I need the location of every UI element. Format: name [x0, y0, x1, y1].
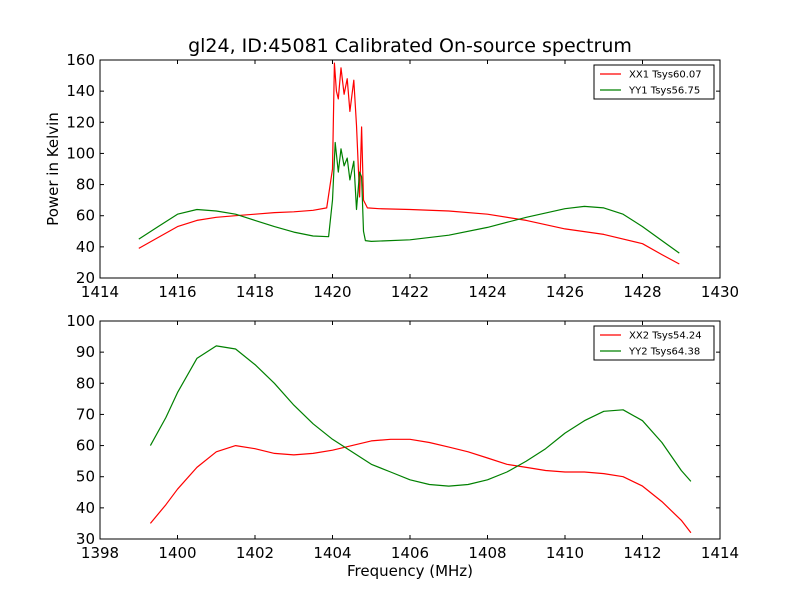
x-tick-label: 1414: [81, 283, 119, 301]
y-tick-label: 40: [76, 499, 95, 517]
x-tick-label: 1418: [236, 283, 274, 301]
bottom-legend-label-xx2: XX2 Tsys54.24: [629, 331, 702, 342]
series-line-xx: [138, 62, 680, 265]
bottom-legend-label-yy2: YY2 Tsys64.38: [628, 347, 700, 358]
chart-title: gl24, ID:45081 Calibrated On-source spec…: [188, 35, 632, 57]
y-tick-label: 70: [76, 405, 95, 423]
y-tick-label: 20: [76, 269, 95, 287]
y-tick-label: 50: [76, 468, 95, 486]
x-tick-label: 1426: [546, 283, 584, 301]
y-tick-label: 100: [66, 312, 95, 330]
x-tick-label: 1404: [313, 544, 351, 562]
x-tick-label: 1430: [701, 283, 739, 301]
top-plot-area: [138, 62, 680, 265]
bottom-panel: Frequency (MHz) 1398 1400 1402 1404 1406 1408…: [66, 312, 739, 580]
bottom-axis-ticks: 1398 1400 1402 1404 1406 1408 1410 1412 1414 30 40…: [66, 312, 739, 562]
x-tick-label: 1420: [313, 283, 351, 301]
x-tick-label: 1422: [391, 283, 429, 301]
bottom-legend-box: [593, 325, 715, 361]
top-legend-label-xx1: XX1 Tsys60.07: [629, 70, 702, 81]
x-tick-label: 1406: [391, 544, 429, 562]
top-y-axis-label: Power in Kelvin: [44, 112, 62, 226]
bottom-plot-area: [149, 345, 692, 534]
x-axis-label: Frequency (MHz): [347, 562, 473, 580]
x-tick-label: 1412: [623, 544, 661, 562]
series-line-xx: [149, 438, 692, 534]
top-axes-frame: [99, 59, 721, 279]
x-tick-label: 1414: [701, 544, 739, 562]
y-tick-label: 140: [66, 82, 95, 100]
y-tick-label: 80: [76, 374, 95, 392]
y-tick-label: 120: [66, 113, 95, 131]
top-panel: gl24, ID:45081 Calibrated On-source spec…: [44, 35, 739, 301]
x-tick-label: 1428: [623, 283, 661, 301]
x-tick-label: 1400: [158, 544, 196, 562]
y-tick-label: 160: [66, 51, 95, 69]
top-legend-box: [593, 64, 715, 100]
x-tick-label: 1398: [81, 544, 119, 562]
x-tick-label: 1402: [236, 544, 274, 562]
top-legend: XX1 Tsys60.07 YY1 Tsys56.75: [593, 64, 715, 100]
y-tick-label: 100: [66, 144, 95, 162]
bottom-axes-frame: [99, 320, 721, 540]
top-axis-ticks: 1414 1416 1418 1420 1422 1424 1426 1428 1430 20 40…: [66, 51, 739, 301]
y-tick-label: 60: [76, 207, 95, 225]
series-line-yy: [149, 345, 692, 487]
bottom-legend: XX2 Tsys54.24 YY2 Tsys64.38: [593, 325, 715, 361]
y-tick-label: 60: [76, 437, 95, 455]
y-tick-label: 40: [76, 238, 95, 256]
top-legend-label-yy1: YY1 Tsys56.75: [628, 86, 700, 97]
x-tick-label: 1408: [468, 544, 506, 562]
x-tick-label: 1410: [546, 544, 584, 562]
y-tick-label: 30: [76, 530, 95, 548]
y-tick-label: 80: [76, 176, 95, 194]
y-tick-label: 90: [76, 343, 95, 361]
series-line-yy: [138, 141, 680, 254]
x-tick-label: 1424: [468, 283, 506, 301]
x-tick-label: 1416: [158, 283, 196, 301]
